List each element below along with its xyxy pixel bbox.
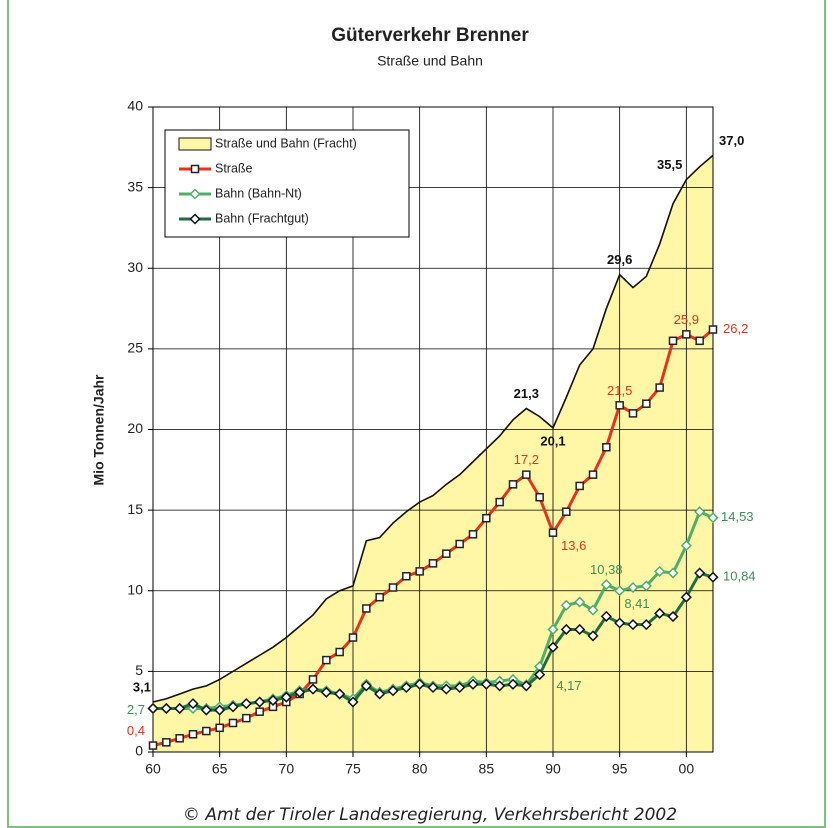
legend-swatch <box>179 138 211 150</box>
data-point <box>323 657 330 664</box>
value-label: 14,53 <box>721 509 754 524</box>
x-tick-label: 00 <box>679 761 695 777</box>
data-point <box>456 540 463 547</box>
y-tick-label: 15 <box>127 501 143 517</box>
data-point <box>683 331 690 338</box>
value-label: 4,17 <box>556 678 581 693</box>
y-tick-label: 0 <box>135 743 143 759</box>
data-point <box>163 739 170 746</box>
value-label: 21,3 <box>514 386 539 401</box>
y-tick-label: 20 <box>127 420 143 436</box>
data-point <box>643 400 650 407</box>
value-label: 13,6 <box>561 538 586 553</box>
data-point <box>376 594 383 601</box>
data-point <box>150 742 157 749</box>
value-label: 26,2 <box>723 321 748 336</box>
data-point <box>443 550 450 557</box>
value-label: 8,41 <box>624 596 649 611</box>
value-label: 20,1 <box>540 433 565 448</box>
data-point <box>670 337 677 344</box>
data-point <box>430 560 437 567</box>
chart: Güterverkehr Brenner Straße und Bahn Mio… <box>0 0 833 828</box>
legend-label: Bahn (Frachtgut) <box>215 211 309 225</box>
data-point <box>496 499 503 506</box>
data-point <box>256 708 263 715</box>
data-point <box>390 584 397 591</box>
y-tick-label: 10 <box>127 581 143 597</box>
value-label: 25,9 <box>674 312 699 327</box>
data-point <box>696 337 703 344</box>
data-point <box>576 482 583 489</box>
value-label: 37,0 <box>719 133 744 148</box>
chart-title: Güterverkehr Brenner <box>331 25 529 46</box>
data-point <box>203 728 210 735</box>
x-tick-label: 60 <box>145 761 161 777</box>
data-point <box>536 494 543 501</box>
x-tick-label: 75 <box>345 761 361 777</box>
data-point <box>230 719 237 726</box>
legend-marker <box>192 166 199 173</box>
data-point <box>176 735 183 742</box>
value-label: 21,5 <box>607 383 632 398</box>
data-point <box>656 384 663 391</box>
data-point <box>470 531 477 538</box>
legend-label: Straße <box>215 161 253 175</box>
data-point <box>310 676 317 683</box>
legend-label: Straße und Bahn (Fracht) <box>215 136 357 150</box>
data-point <box>523 471 530 478</box>
x-tick-label: 95 <box>612 761 628 777</box>
data-point <box>363 605 370 612</box>
value-label: 29,6 <box>607 252 632 267</box>
x-tick-label: 70 <box>279 761 295 777</box>
data-point <box>416 568 423 575</box>
data-point <box>510 481 517 488</box>
x-tick-label: 90 <box>545 761 561 777</box>
data-point <box>590 471 597 478</box>
value-label: 2,7 <box>127 702 145 717</box>
y-tick-label: 30 <box>127 259 143 275</box>
legend-label: Bahn (Bahn-Nt) <box>215 186 302 200</box>
data-point <box>350 634 357 641</box>
data-point <box>243 715 250 722</box>
chart-subtitle: Straße und Bahn <box>377 53 483 69</box>
data-point <box>403 573 410 580</box>
x-tick-label: 80 <box>412 761 428 777</box>
data-point <box>483 515 490 522</box>
value-label: 0,4 <box>127 723 145 738</box>
data-point <box>216 724 223 731</box>
value-label: 10,84 <box>723 569 756 584</box>
data-point <box>563 508 570 515</box>
data-point <box>190 731 197 738</box>
data-point <box>710 326 717 333</box>
data-point <box>630 410 637 417</box>
y-tick-label: 25 <box>127 340 143 356</box>
value-label: 17,2 <box>514 452 539 467</box>
data-point <box>616 402 623 409</box>
y-tick-label: 40 <box>127 98 143 114</box>
source-note: © Amt der Tiroler Landesregierung, Verke… <box>183 805 677 825</box>
y-axis-label: Mio Tonnen/Jahr <box>91 374 107 486</box>
value-label: 10,38 <box>590 562 623 577</box>
data-point <box>603 444 610 451</box>
x-tick-label: 65 <box>212 761 228 777</box>
y-tick-label: 5 <box>135 662 143 678</box>
value-label: 3,1 <box>133 679 151 694</box>
y-tick-label: 35 <box>127 178 143 194</box>
value-label: 35,5 <box>657 157 682 172</box>
data-point <box>550 529 557 536</box>
x-tick-label: 85 <box>479 761 495 777</box>
data-point <box>336 649 343 656</box>
